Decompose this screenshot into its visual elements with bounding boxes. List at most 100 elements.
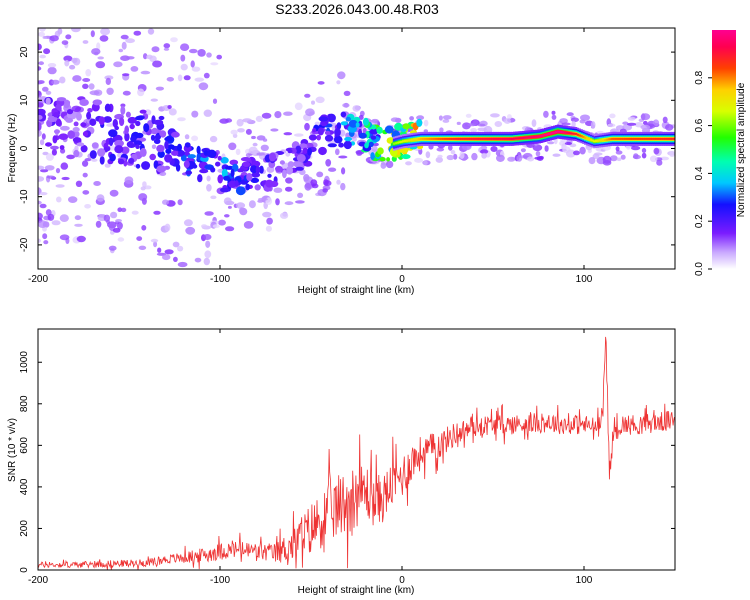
spectrogram-noise-blob bbox=[104, 163, 111, 168]
spectrogram-noise-blob bbox=[172, 241, 180, 248]
spectrogram-blob bbox=[220, 187, 230, 193]
spectrogram-blob bbox=[67, 130, 75, 139]
snr-y-axis-label: SNR (10 * v/v) bbox=[7, 418, 18, 482]
snr-plot-area bbox=[38, 329, 675, 570]
spectrogram-ridge-cell bbox=[456, 137, 460, 140]
spectrogram-blob bbox=[217, 155, 222, 161]
spectrogram-blob bbox=[192, 164, 198, 169]
spectrogram-blob bbox=[336, 122, 342, 130]
spectrogram-noise-blob bbox=[203, 72, 210, 79]
spectrogram-noise-blob bbox=[627, 122, 637, 126]
spectrogram-blob bbox=[235, 186, 246, 196]
spectrogram-blob bbox=[236, 168, 245, 173]
spectrogram-ridge-cell bbox=[600, 139, 603, 142]
spectrogram-noise-blob bbox=[173, 256, 178, 262]
spectrogram-noise-blob bbox=[185, 226, 196, 235]
spectrogram-blob bbox=[185, 170, 193, 175]
spectrogram-noise-blob bbox=[61, 40, 69, 45]
spectrogram-ridge-cell bbox=[584, 136, 587, 139]
spectrogram-ridge-cell bbox=[494, 137, 498, 140]
spectrogram-noise-blob bbox=[95, 220, 102, 228]
spectrogram-blob bbox=[196, 145, 201, 155]
spectrogram-noise-blob bbox=[232, 133, 238, 138]
spectrogram-noise-blob bbox=[43, 240, 49, 245]
spectrogram-noise-blob bbox=[191, 66, 201, 72]
spectrogram-noise-blob bbox=[117, 237, 125, 242]
spectrogram-blob bbox=[45, 97, 51, 105]
spectrogram-ridge-cell bbox=[604, 138, 607, 141]
spectrogram-blob bbox=[143, 123, 150, 133]
spectrogram-blob bbox=[89, 118, 97, 127]
spectrogram-noise-blob bbox=[86, 12, 94, 18]
spectrogram-y-tick-label: 10 bbox=[19, 94, 30, 106]
spectrogram-noise-blob bbox=[481, 152, 487, 159]
colorbar-tick-label: 0.4 bbox=[694, 166, 705, 180]
spectrogram-blob bbox=[240, 157, 251, 162]
spectrogram-noise-blob bbox=[439, 127, 444, 133]
spectrogram-noise-blob bbox=[503, 118, 511, 124]
spectrogram-noise-blob bbox=[51, 220, 61, 226]
spectrogram-blob bbox=[279, 160, 285, 165]
spectrogram-noise-blob bbox=[110, 211, 118, 219]
spectrogram-noise-blob bbox=[136, 236, 143, 242]
spectrogram-noise-blob bbox=[453, 153, 458, 160]
spectrogram-ridge-cell bbox=[513, 137, 516, 140]
spectrogram-noise-blob bbox=[438, 115, 443, 121]
spectrogram-blob bbox=[250, 177, 260, 183]
spectrogram-noise-blob bbox=[305, 108, 315, 117]
spectrogram-noise-blob bbox=[166, 77, 174, 82]
spectrogram-noise-blob bbox=[507, 114, 512, 120]
spectrogram-blob bbox=[92, 99, 103, 106]
spectrogram-noise-blob bbox=[580, 114, 590, 121]
spectrogram-ridge-cell bbox=[614, 137, 618, 140]
spectrogram-ridge-cell bbox=[449, 137, 452, 140]
spectrogram-ridge-cell bbox=[409, 139, 412, 142]
spectrogram-x-tick-label: 100 bbox=[576, 274, 593, 285]
spectrogram-noise-blob bbox=[116, 221, 123, 230]
spectrogram-y-ticks: -20 -10 0 10 20 bbox=[19, 46, 675, 252]
spectrogram-noise-blob bbox=[71, 105, 82, 113]
spectrogram-noise-blob bbox=[285, 186, 293, 192]
spectrogram-noise-blob bbox=[113, 61, 123, 68]
spectrogram-noise-blob bbox=[477, 127, 488, 132]
spectrogram-noise-blob bbox=[304, 122, 310, 131]
spectrogram-ridge-cell bbox=[576, 133, 580, 136]
snr-y-tick-label: 600 bbox=[19, 437, 30, 454]
spectrogram-noise-blob bbox=[120, 207, 127, 213]
spectrogram-blob bbox=[130, 135, 137, 143]
spectrogram-blob bbox=[340, 111, 347, 118]
spectrogram-noise-blob bbox=[284, 201, 294, 206]
spectrogram-noise-blob bbox=[477, 123, 486, 127]
spectrogram-noise-blob bbox=[65, 34, 72, 40]
spectrogram-blob bbox=[197, 174, 203, 183]
spectrogram-noise-blob bbox=[121, 41, 127, 50]
spectrogram-noise-blob bbox=[39, 203, 47, 209]
spectrogram-ridge-cell bbox=[431, 137, 434, 140]
spectrogram-blob bbox=[302, 147, 309, 154]
spectrogram-ridge-cell bbox=[516, 137, 520, 140]
spectrogram-ridge-cell bbox=[624, 137, 627, 140]
spectrogram-noise-blob bbox=[38, 200, 42, 205]
spectrogram-ridge-cell bbox=[394, 142, 398, 145]
spectrogram-noise-blob bbox=[520, 148, 526, 153]
spectrogram-ridge-cell bbox=[611, 137, 614, 140]
spectrogram-noise-blob bbox=[480, 149, 489, 154]
spectrogram-ridge-cell bbox=[625, 137, 629, 140]
spectrogram-noise-blob bbox=[43, 48, 51, 55]
spectrogram-blob bbox=[167, 144, 175, 150]
spectrogram-ridge-cell bbox=[483, 137, 487, 140]
spectrogram-noise-blob bbox=[516, 155, 523, 162]
snr-x-tick-label: 100 bbox=[576, 575, 593, 586]
spectrogram-ridge-cell bbox=[631, 137, 634, 140]
spectrogram-blob bbox=[135, 163, 141, 169]
spectrogram-ridge-cell bbox=[642, 137, 645, 140]
spectrogram-noise-blob bbox=[130, 66, 139, 72]
spectrogram-y-tick-label: -10 bbox=[19, 189, 30, 204]
spectrogram-blob bbox=[210, 167, 216, 173]
snr-series-line bbox=[38, 336, 675, 570]
spectrogram-noise-blob bbox=[390, 117, 400, 122]
spectrogram-noise-blob bbox=[251, 135, 256, 140]
spectrogram-blob bbox=[355, 122, 360, 128]
spectrogram-ridge-cell bbox=[565, 131, 569, 134]
spectrogram-noise-blob bbox=[120, 20, 129, 25]
